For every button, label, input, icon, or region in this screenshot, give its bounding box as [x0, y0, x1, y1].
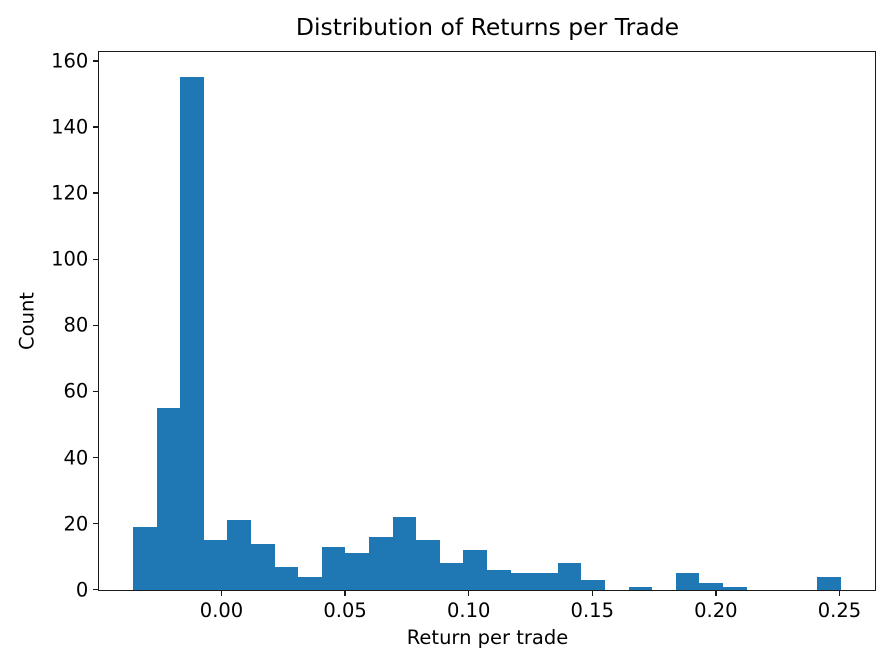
histogram-bar — [675, 573, 700, 590]
x-axis-label: Return per trade — [406, 626, 569, 649]
histogram-bar — [180, 77, 204, 590]
x-tick-label: 0.10 — [446, 598, 491, 622]
histogram-bar — [581, 579, 605, 590]
y-tick-label: 40 — [63, 445, 89, 469]
histogram-bar — [156, 408, 181, 590]
histogram-bar — [133, 527, 157, 590]
histogram-bar — [416, 540, 440, 590]
y-tick-mark — [92, 126, 98, 128]
y-tick-mark — [92, 192, 98, 194]
y-tick-label: 60 — [63, 379, 89, 403]
y-tick-label: 140 — [51, 115, 89, 139]
histogram-bar — [463, 550, 487, 590]
histogram-bar — [534, 573, 558, 590]
x-tick-mark — [220, 591, 223, 597]
x-tick-mark — [467, 591, 470, 597]
histogram-bar — [510, 573, 535, 590]
histogram-bar — [699, 583, 723, 590]
bars-layer — [99, 52, 875, 590]
y-tick-mark — [92, 324, 98, 327]
histogram-bar — [722, 586, 747, 590]
y-tick-label: 160 — [51, 49, 89, 73]
histogram-bar — [486, 569, 511, 590]
y-tick-mark — [92, 456, 98, 459]
y-axis-label: Count — [15, 292, 39, 350]
x-tick-label: 0.20 — [694, 598, 738, 622]
histogram-bar — [227, 520, 251, 590]
y-tick-mark — [92, 258, 98, 260]
axes-layer: 0.00 0.05 0.10 0.15 0.20 0.25 0 20 40 60 80 100 120 1… — [51, 51, 875, 620]
y-tick-label: 0 — [75, 578, 89, 602]
y-tick-label: 80 — [63, 313, 89, 337]
chart-title: Distribution of Returns per Trade — [295, 13, 680, 41]
plot-area: 0.00 0.05 0.10 0.15 0.20 0.25 0 20 40 60 80 100 120 1… — [51, 50, 877, 620]
histogram-bar — [628, 586, 653, 590]
x-tick-label: 0.05 — [323, 598, 367, 622]
y-tick-mark — [92, 522, 98, 525]
x-tick-label: 0.00 — [199, 598, 244, 622]
x-tick-mark — [715, 591, 717, 597]
y-tick-label: 100 — [51, 247, 89, 271]
y-tick-mark — [92, 60, 98, 62]
y-tick-mark — [92, 589, 98, 591]
y-tick-label: 20 — [63, 511, 89, 535]
histogram-bar — [392, 517, 417, 590]
x-tick-mark — [344, 591, 346, 597]
x-tick-mark — [591, 591, 593, 597]
histogram-bar — [203, 540, 228, 590]
histogram-bar — [274, 566, 299, 590]
x-tick-label: 0.15 — [570, 598, 614, 622]
y-tick-label: 120 — [51, 181, 89, 205]
histogram-bar — [298, 576, 322, 590]
histogram-bar — [251, 543, 275, 590]
histogram-bar — [557, 563, 582, 590]
histogram-bar — [439, 563, 464, 590]
histogram-bar — [321, 546, 346, 590]
histogram-bar — [345, 553, 369, 590]
x-tick-label: 0.25 — [817, 598, 862, 622]
histogram-bar — [817, 576, 841, 590]
x-tick-mark — [838, 591, 841, 597]
histogram-bar — [368, 536, 393, 590]
y-tick-mark — [92, 390, 98, 393]
